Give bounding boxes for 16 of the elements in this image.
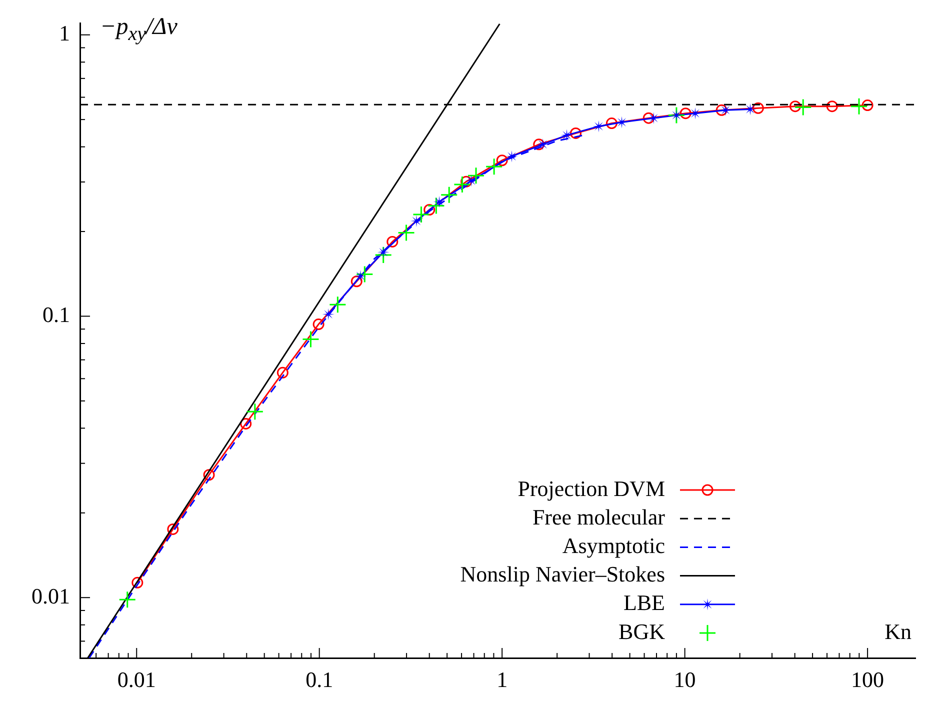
x-tick-label: 0.01 (117, 666, 156, 692)
x-tick-label: 1 (496, 666, 508, 692)
x-tick-label: 100 (851, 666, 884, 692)
x-tick-label: 10 (674, 666, 696, 692)
legend-label: Nonslip Navier–Stokes (460, 562, 665, 587)
x-axis-title: Kn (884, 618, 912, 644)
y-tick-label: 1 (59, 20, 70, 46)
y-tick-label: 0.1 (42, 302, 70, 328)
legend-label: Asymptotic (562, 532, 666, 558)
legend-label: BGK (618, 618, 666, 644)
x-tick-label: 0.1 (306, 666, 334, 692)
legend-label: Projection DVM (518, 476, 665, 501)
legend-label: LBE (623, 590, 665, 616)
y-axis-title: −p$_{xy}$/Δv (100, 14, 178, 46)
legend-label: Free molecular (532, 504, 666, 530)
y-tick-label: 0.01 (32, 583, 70, 608)
